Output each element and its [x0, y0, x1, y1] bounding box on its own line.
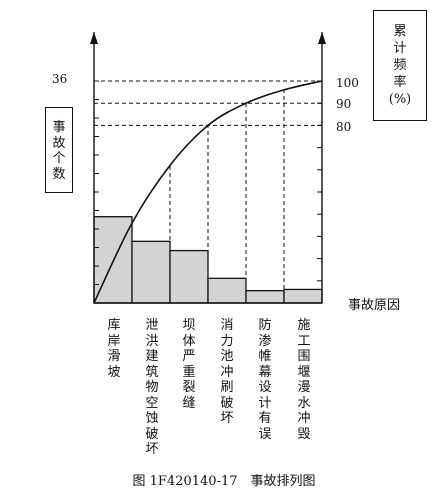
category-label-2: 坝体严重裂缝	[182, 318, 196, 411]
bar-3	[207, 277, 247, 304]
left-axis-arrow-icon	[90, 32, 98, 44]
category-label-0: 库岸滑坡	[107, 318, 121, 380]
x-axis-label: 事故原因	[348, 298, 401, 313]
right-axis-arrow-icon	[318, 32, 326, 44]
bar-group	[93, 216, 323, 304]
right-axis-title-box: 累计频率 (%)	[373, 10, 427, 121]
bar-4	[245, 290, 285, 304]
bar-1	[131, 240, 171, 304]
right-axis-title: 累计频率 (%)	[374, 23, 426, 108]
axes	[90, 32, 326, 304]
left-axis-title-box: 事故个数	[45, 107, 73, 193]
right-axis-title-text: 累计频率 (%)	[388, 24, 412, 107]
cumulative-curve	[93, 80, 323, 304]
right-axis-tick-100: 100	[336, 76, 359, 90]
right-axis-tick-90: 90	[336, 97, 352, 111]
left-axis-title: 事故个数	[52, 120, 66, 182]
left-axis-tick-36: 36	[52, 72, 68, 86]
bar-2	[169, 249, 209, 304]
right-axis-tick-80: 80	[336, 120, 352, 134]
category-label-3: 消力池冲刷破坏	[220, 318, 234, 426]
category-label-4: 防渗帷幕设计有误	[258, 318, 272, 442]
bar-5	[283, 288, 323, 304]
category-label-5: 施工围堰漫水冲毁	[297, 318, 311, 442]
figure-caption: 图 1F420140-17 事故排列图	[132, 474, 316, 489]
category-label-1: 泄洪建筑物空蚀破坏	[145, 318, 159, 457]
